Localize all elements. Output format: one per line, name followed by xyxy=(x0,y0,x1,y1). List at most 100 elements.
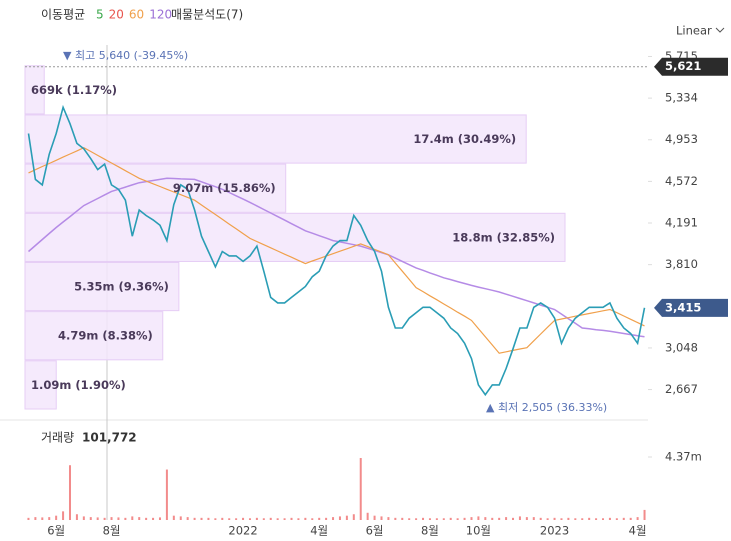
price-tag-label: 5,621 xyxy=(665,59,701,73)
y-tick-label: 3,810 xyxy=(665,257,698,271)
volume-bar xyxy=(152,517,155,520)
volume-bar xyxy=(532,517,535,520)
profile-band xyxy=(24,261,180,312)
volume-bar xyxy=(186,517,189,520)
volume-bar xyxy=(193,517,196,520)
volume-bar xyxy=(345,515,348,520)
volume-bar xyxy=(408,518,411,520)
volume-bar xyxy=(75,514,78,520)
volume-bar xyxy=(484,517,487,520)
volume-bar xyxy=(401,517,404,520)
volume-bar xyxy=(145,517,148,520)
profile-title: 매물분석도(7) xyxy=(171,8,243,22)
volume-bar xyxy=(235,518,238,520)
volume-bar xyxy=(248,518,251,520)
volume-bar xyxy=(82,516,85,520)
volume-bar xyxy=(366,512,369,520)
profile-label: 1.09m (1.90%) xyxy=(31,378,126,392)
volume-bar xyxy=(325,517,328,520)
volume-bar xyxy=(297,518,300,520)
x-tick-label: 2022 xyxy=(228,524,257,538)
volume-bar xyxy=(276,518,279,520)
volume-bar xyxy=(124,517,127,520)
profile-band xyxy=(24,360,57,410)
price-tag xyxy=(654,57,728,76)
volume-bar xyxy=(338,516,341,520)
y-tick-label: 5,334 xyxy=(665,91,698,105)
volume-bar xyxy=(283,518,286,520)
profile-band xyxy=(24,114,527,164)
volume-bar xyxy=(214,518,217,520)
volume-bar xyxy=(332,517,335,520)
y-tick-label: 4,572 xyxy=(665,174,698,188)
x-tick-label: 8월 xyxy=(103,524,121,538)
x-tick-label: 4월 xyxy=(310,524,328,538)
price-tag xyxy=(654,298,728,317)
volume-bar xyxy=(518,516,521,520)
v-tick-label: 4.37m xyxy=(665,450,702,464)
volume-bar xyxy=(269,517,272,520)
volume-bar xyxy=(131,516,134,520)
volume-bar xyxy=(352,514,355,520)
profile-label: 17.4m (30.49%) xyxy=(413,132,516,146)
volume-bar xyxy=(622,517,625,520)
series-line xyxy=(28,147,645,354)
volume-bar xyxy=(615,518,618,520)
volume-bar xyxy=(172,515,175,520)
volume-bar xyxy=(103,517,106,520)
volume-title: 거래량 xyxy=(41,431,74,445)
price-tag-label: 3,415 xyxy=(665,300,701,314)
volume-bar xyxy=(34,517,37,520)
y-tick-label: 2,667 xyxy=(665,382,698,396)
x-tick-label: 8월 xyxy=(421,524,439,538)
profile-band xyxy=(24,212,566,262)
profile-label: 669k (1.17%) xyxy=(31,83,117,97)
dropdown-icon[interactable] xyxy=(715,27,725,33)
volume-bar xyxy=(373,515,376,520)
x-tick-label: 10월 xyxy=(466,524,491,538)
volume-bar xyxy=(304,517,307,520)
volume-bar xyxy=(553,517,556,520)
legend-item: 5 xyxy=(96,8,104,22)
volume-bar xyxy=(442,518,445,520)
series-line xyxy=(28,177,645,338)
volume-bar xyxy=(525,517,528,520)
volume-bar xyxy=(221,517,224,520)
volume-bar xyxy=(498,517,501,520)
volume-bar xyxy=(242,517,245,520)
scale-button[interactable]: Linear xyxy=(676,24,712,38)
volume-bar xyxy=(62,511,65,520)
volume-bar xyxy=(602,518,605,520)
profile-label: 5.35m (9.36%) xyxy=(74,280,169,294)
volume-bar xyxy=(110,517,113,520)
volume-bar xyxy=(491,517,494,520)
profile-label: 4.79m (8.38%) xyxy=(58,329,153,343)
series-line xyxy=(27,104,646,397)
profile-band xyxy=(24,311,164,361)
volume-bar xyxy=(636,517,639,520)
volume-bar xyxy=(89,517,92,520)
volume-bar xyxy=(595,518,598,520)
y-tick-label: 4,953 xyxy=(665,132,698,146)
volume-bar xyxy=(643,509,646,520)
volume-bar xyxy=(179,516,182,520)
volume-bar xyxy=(117,517,120,520)
volume-bar xyxy=(560,518,563,520)
legend-item: 60 xyxy=(129,8,144,22)
volume-bar xyxy=(394,517,397,520)
volume-bar xyxy=(48,517,51,520)
volume-bar xyxy=(428,518,431,520)
volume-bar xyxy=(546,518,549,520)
volume-bar xyxy=(422,517,425,520)
volume-bar xyxy=(41,517,44,520)
volume-bar xyxy=(380,516,383,520)
volume-bar xyxy=(477,516,480,520)
volume-bar xyxy=(359,458,362,520)
volume-bar xyxy=(449,517,452,520)
volume-bar xyxy=(629,517,632,520)
volume-bar xyxy=(318,517,321,520)
volume-bar xyxy=(608,517,611,520)
volume-bar xyxy=(415,518,418,520)
volume-bar xyxy=(311,518,314,520)
